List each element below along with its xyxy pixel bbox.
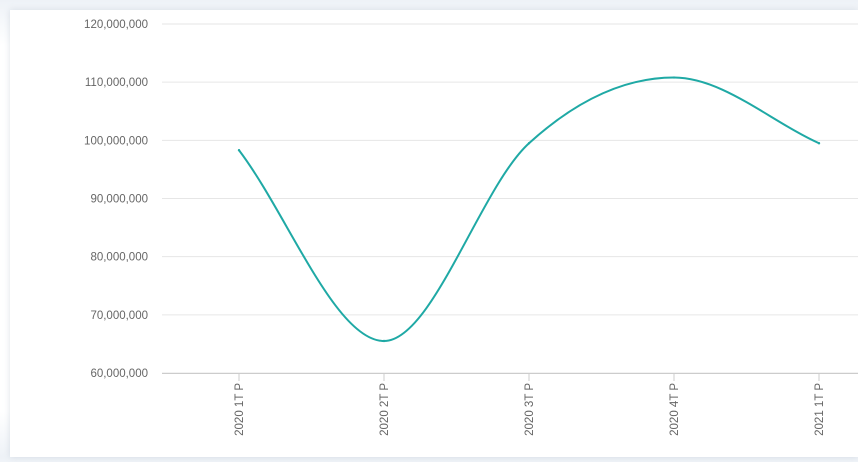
y-tick-label: 120,000,000: [84, 19, 148, 31]
y-tick-label: 80,000,000: [90, 252, 148, 264]
data-point: [382, 339, 386, 343]
x-tick-label: 2020 2T P: [379, 383, 391, 436]
y-tick-label: 110,000,000: [85, 77, 148, 89]
gridlines: [162, 23, 858, 374]
y-tick-label: 100,000,000: [84, 135, 148, 147]
data-point: [817, 142, 821, 145]
series-layer: [237, 76, 821, 343]
y-tick-label: 70,000,000: [90, 310, 148, 322]
x-tick-label: 2020 1T P: [234, 383, 246, 436]
data-point: [527, 142, 531, 145]
line-chart: 60,000,000 70,000,000 80,000,000 90,000,000…: [84, 19, 858, 436]
y-tick-label: 60,000,000: [90, 368, 148, 380]
x-tick-label: 2021 1T P: [814, 383, 826, 436]
x-tick-label: 2020 4T P: [669, 383, 681, 436]
series-line: [238, 76, 820, 343]
data-point: [672, 76, 676, 79]
x-tick-label: 2020 3T P: [524, 383, 536, 436]
y-axis: 60,000,000 70,000,000 80,000,000 90,000,000…: [84, 19, 148, 380]
data-point: [237, 149, 241, 152]
y-tick-label: 90,000,000: [90, 194, 148, 206]
x-axis: 2020 1T P 2020 2T P 2020 3T P 2020 4T P 2021…: [162, 373, 858, 436]
chart-card: 60,000,000 70,000,000 80,000,000 90,000,000…: [10, 10, 858, 457]
